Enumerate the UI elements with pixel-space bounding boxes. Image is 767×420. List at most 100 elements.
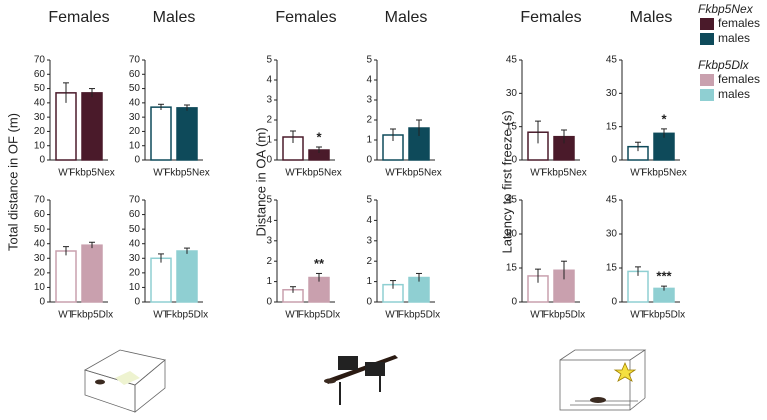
y-tick-label: 15 bbox=[606, 121, 618, 132]
y-tick-label: 4 bbox=[366, 215, 372, 226]
x-tick-label: WT bbox=[530, 310, 546, 321]
y-tick-label: 70 bbox=[34, 55, 46, 66]
panel-title: Males bbox=[385, 9, 428, 26]
y-tick-label: 50 bbox=[34, 83, 46, 94]
bar bbox=[627, 270, 649, 303]
y-tick-label: 40 bbox=[34, 97, 46, 108]
significance: *** bbox=[656, 269, 672, 284]
legend-swatch bbox=[700, 74, 714, 86]
y-tick-label: 30 bbox=[506, 88, 518, 99]
x-tick-label: Fkbp5Dlx bbox=[166, 310, 208, 321]
x-tick-label: WT bbox=[285, 168, 301, 179]
y-tick-label: 1 bbox=[366, 135, 372, 146]
open-field-illustration bbox=[83, 349, 166, 413]
y-tick-label: 15 bbox=[606, 263, 618, 274]
x-tick-label: WT bbox=[385, 168, 401, 179]
panel-title: Males bbox=[630, 9, 673, 26]
bar bbox=[81, 244, 103, 303]
bar bbox=[150, 106, 172, 161]
y-axis-label: Latency to first freeze (s) bbox=[499, 110, 514, 253]
y-tick-label: 50 bbox=[34, 224, 46, 235]
y-axis-label: Total distance in OF (m) bbox=[5, 113, 20, 251]
y-tick-label: 2 bbox=[366, 115, 372, 126]
x-tick-label: Fkbp5Dlx bbox=[543, 310, 585, 321]
y-tick-label: 10 bbox=[129, 282, 141, 293]
y-tick-label: 0 bbox=[611, 297, 617, 308]
significance: ** bbox=[314, 256, 325, 271]
legend-swatch bbox=[700, 89, 714, 101]
x-tick-label: WT bbox=[630, 310, 646, 321]
y-tick-label: 20 bbox=[34, 267, 46, 278]
panel-title: Females bbox=[48, 9, 109, 26]
y-tick-label: 0 bbox=[366, 297, 372, 308]
y-tick-label: 0 bbox=[511, 155, 517, 166]
x-tick-label: Fkbp5Nex bbox=[541, 168, 587, 179]
legend-label: females bbox=[718, 72, 760, 86]
y-tick-label: 5 bbox=[366, 55, 372, 66]
legend-title: Fkbp5Nex bbox=[698, 2, 754, 16]
y-tick-label: 0 bbox=[134, 297, 140, 308]
y-tick-label: 4 bbox=[266, 75, 272, 86]
legend-label: females bbox=[718, 16, 760, 30]
y-tick-label: 45 bbox=[506, 195, 518, 206]
y-tick-label: 70 bbox=[129, 195, 141, 206]
y-tick-label: 30 bbox=[606, 88, 618, 99]
y-tick-label: 20 bbox=[34, 126, 46, 137]
x-tick-label: Fkbp5Dlx bbox=[643, 310, 685, 321]
y-tick-label: 1 bbox=[266, 276, 272, 287]
y-tick-label: 45 bbox=[606, 195, 618, 206]
fear-conditioning-illustration bbox=[559, 349, 647, 411]
x-tick-label: Fkbp5Dlx bbox=[298, 310, 340, 321]
y-tick-label: 20 bbox=[129, 267, 141, 278]
y-tick-label: 60 bbox=[129, 69, 141, 80]
y-tick-label: 30 bbox=[129, 112, 141, 123]
y-tick-label: 5 bbox=[366, 195, 372, 206]
bar bbox=[150, 257, 172, 303]
bar bbox=[81, 92, 103, 161]
y-tick-label: 30 bbox=[34, 112, 46, 123]
panel-title: Females bbox=[520, 9, 581, 26]
panel-title: Females bbox=[275, 9, 336, 26]
y-tick-label: 2 bbox=[266, 115, 272, 126]
elevated-maze-illustration bbox=[324, 355, 398, 405]
legend-label: males bbox=[718, 87, 750, 101]
x-tick-label: WT bbox=[530, 168, 546, 179]
y-tick-label: 2 bbox=[266, 256, 272, 267]
x-tick-label: Fkbp5Nex bbox=[396, 168, 442, 179]
y-tick-label: 0 bbox=[134, 155, 140, 166]
y-tick-label: 1 bbox=[366, 276, 372, 287]
y-tick-label: 0 bbox=[39, 155, 45, 166]
significance: * bbox=[661, 111, 667, 126]
y-tick-label: 0 bbox=[39, 297, 45, 308]
y-tick-label: 0 bbox=[511, 297, 517, 308]
bar bbox=[55, 92, 77, 161]
x-tick-label: Fkbp5Dlx bbox=[398, 310, 440, 321]
x-tick-label: Fkbp5Nex bbox=[164, 168, 210, 179]
y-axis-label: Distance in OA (m) bbox=[253, 127, 268, 236]
y-tick-label: 4 bbox=[366, 75, 372, 86]
y-tick-label: 70 bbox=[34, 195, 46, 206]
bar bbox=[176, 250, 198, 303]
y-tick-label: 0 bbox=[611, 155, 617, 166]
significance: * bbox=[316, 129, 322, 144]
y-tick-label: 0 bbox=[266, 297, 272, 308]
y-tick-label: 40 bbox=[34, 238, 46, 249]
y-tick-label: 15 bbox=[506, 121, 518, 132]
y-tick-label: 10 bbox=[34, 282, 46, 293]
bar bbox=[55, 250, 77, 303]
x-tick-label: WT bbox=[58, 310, 74, 321]
y-tick-label: 20 bbox=[129, 126, 141, 137]
y-tick-label: 40 bbox=[129, 97, 141, 108]
legend-swatch bbox=[700, 33, 714, 45]
y-tick-label: 3 bbox=[266, 235, 272, 246]
y-tick-label: 2 bbox=[366, 256, 372, 267]
y-tick-label: 15 bbox=[506, 263, 518, 274]
y-tick-label: 1 bbox=[266, 135, 272, 146]
panel-title: Males bbox=[153, 9, 196, 26]
legend-title: Fkbp5Dlx bbox=[698, 58, 750, 72]
y-tick-label: 10 bbox=[129, 140, 141, 151]
y-tick-label: 50 bbox=[129, 83, 141, 94]
x-tick-label: Fkbp5Nex bbox=[69, 168, 115, 179]
y-tick-label: 4 bbox=[266, 215, 272, 226]
y-tick-label: 0 bbox=[366, 155, 372, 166]
